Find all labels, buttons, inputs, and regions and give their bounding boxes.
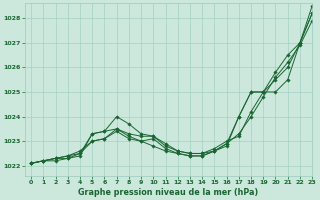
X-axis label: Graphe pression niveau de la mer (hPa): Graphe pression niveau de la mer (hPa) [78,188,259,197]
